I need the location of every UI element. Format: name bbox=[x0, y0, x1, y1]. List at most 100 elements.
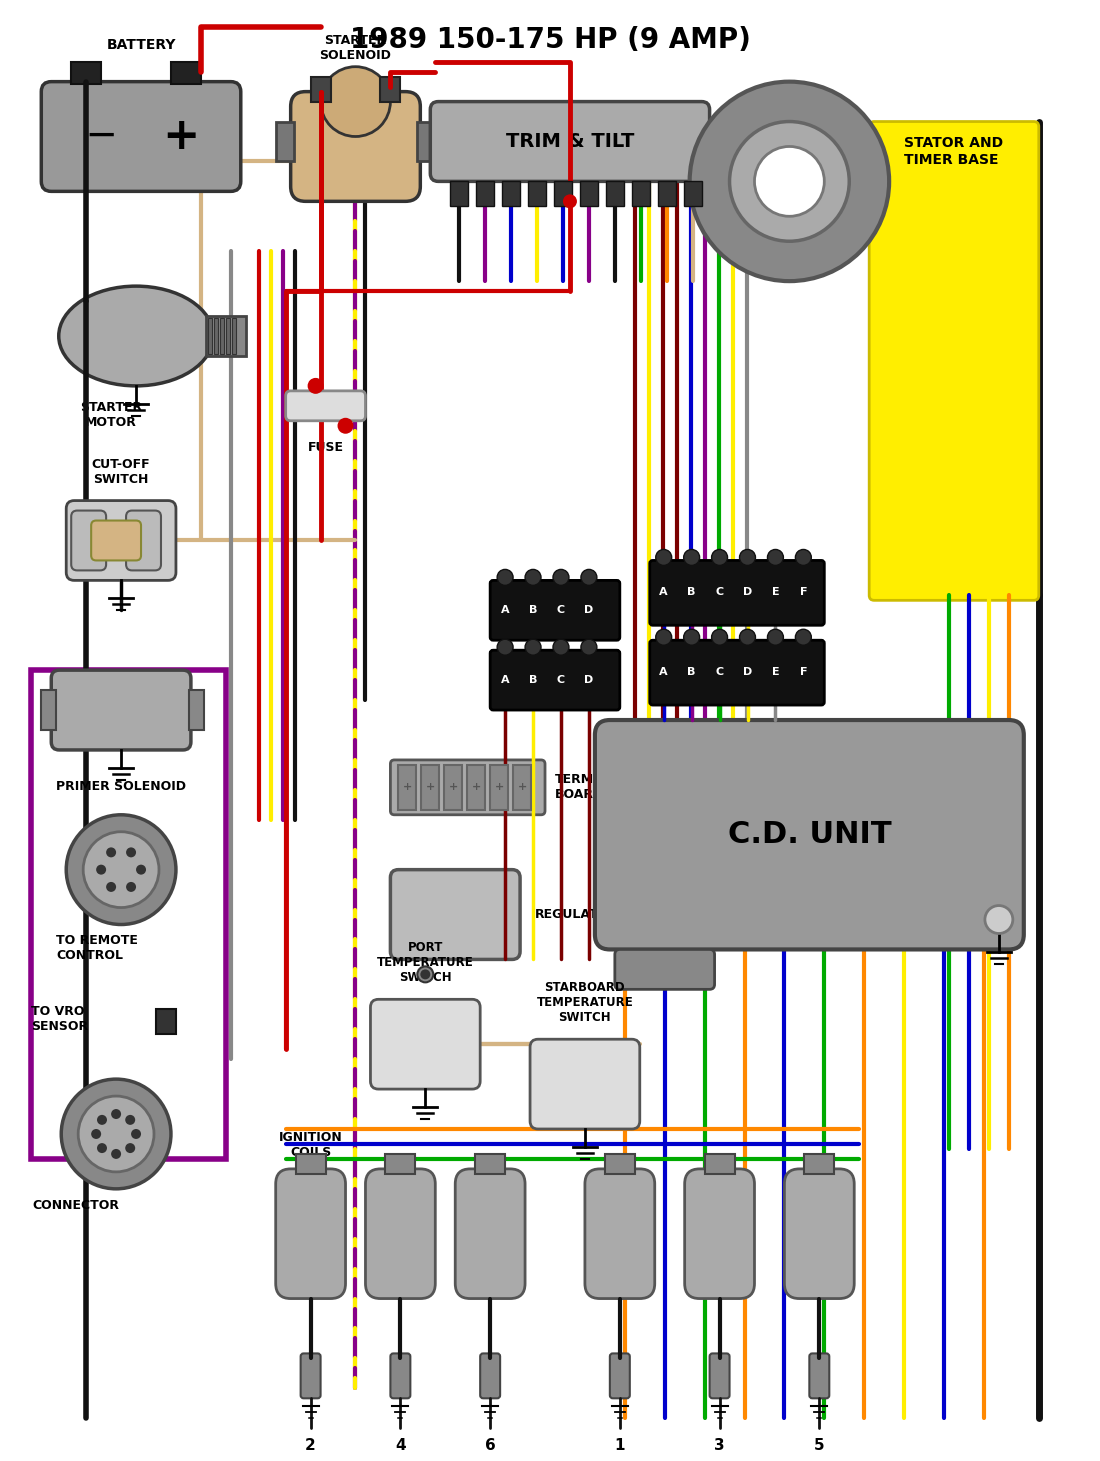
FancyBboxPatch shape bbox=[491, 650, 619, 710]
Circle shape bbox=[308, 378, 323, 394]
Text: C.D. UNIT: C.D. UNIT bbox=[727, 820, 891, 849]
Bar bbox=[232, 318, 235, 354]
Circle shape bbox=[712, 630, 727, 646]
Circle shape bbox=[581, 640, 597, 655]
Bar bbox=[491, 766, 508, 809]
Bar bbox=[605, 1154, 635, 1173]
Circle shape bbox=[795, 549, 812, 565]
Bar bbox=[444, 766, 462, 809]
Circle shape bbox=[106, 847, 117, 858]
Circle shape bbox=[66, 815, 176, 925]
Text: +: + bbox=[426, 782, 434, 792]
FancyBboxPatch shape bbox=[91, 520, 141, 561]
Text: C: C bbox=[557, 605, 565, 615]
Bar bbox=[417, 121, 436, 162]
Circle shape bbox=[320, 67, 390, 136]
Text: D: D bbox=[742, 587, 752, 598]
Bar bbox=[580, 181, 598, 206]
Circle shape bbox=[417, 966, 433, 982]
FancyBboxPatch shape bbox=[650, 640, 824, 706]
Circle shape bbox=[729, 121, 849, 241]
Circle shape bbox=[768, 549, 783, 565]
Text: B: B bbox=[529, 675, 537, 685]
Text: ─: ─ bbox=[89, 117, 113, 155]
Bar bbox=[804, 1154, 834, 1173]
FancyBboxPatch shape bbox=[286, 392, 365, 421]
Circle shape bbox=[111, 1109, 121, 1119]
Bar bbox=[502, 181, 520, 206]
Text: CONNECTOR: CONNECTOR bbox=[33, 1199, 120, 1211]
FancyBboxPatch shape bbox=[126, 510, 161, 570]
Bar bbox=[450, 181, 469, 206]
FancyBboxPatch shape bbox=[585, 1169, 654, 1299]
Circle shape bbox=[581, 570, 597, 586]
Text: STATOR AND
TIMER BASE: STATOR AND TIMER BASE bbox=[904, 136, 1003, 167]
Circle shape bbox=[684, 549, 700, 565]
Text: F: F bbox=[800, 587, 807, 598]
Bar bbox=[208, 318, 212, 354]
Text: D: D bbox=[584, 605, 594, 615]
Circle shape bbox=[553, 570, 569, 586]
Circle shape bbox=[525, 570, 541, 586]
Text: 2: 2 bbox=[305, 1438, 316, 1454]
Text: TRIM & TILT: TRIM & TILT bbox=[506, 131, 634, 150]
Circle shape bbox=[126, 882, 136, 891]
Circle shape bbox=[984, 906, 1013, 934]
Text: C: C bbox=[715, 587, 724, 598]
Text: PORT
TEMPERATURE
SWITCH: PORT TEMPERATURE SWITCH bbox=[377, 941, 474, 985]
FancyBboxPatch shape bbox=[530, 1039, 640, 1129]
FancyBboxPatch shape bbox=[390, 1353, 410, 1398]
Circle shape bbox=[497, 570, 513, 586]
Circle shape bbox=[97, 1143, 107, 1153]
Circle shape bbox=[563, 194, 576, 209]
Circle shape bbox=[497, 640, 513, 655]
Circle shape bbox=[136, 865, 146, 875]
Bar bbox=[468, 766, 485, 809]
Text: STARTER
SOLENOID: STARTER SOLENOID bbox=[320, 34, 392, 61]
Circle shape bbox=[125, 1115, 135, 1125]
Text: C: C bbox=[715, 668, 724, 676]
FancyBboxPatch shape bbox=[650, 561, 824, 625]
Circle shape bbox=[97, 1115, 107, 1125]
Circle shape bbox=[420, 970, 430, 979]
Text: C: C bbox=[557, 675, 565, 685]
Text: +: + bbox=[449, 782, 458, 792]
Circle shape bbox=[91, 1129, 101, 1140]
Text: FUSE: FUSE bbox=[308, 441, 343, 454]
Text: BATTERY: BATTERY bbox=[107, 38, 176, 51]
FancyBboxPatch shape bbox=[491, 580, 619, 640]
FancyBboxPatch shape bbox=[371, 999, 481, 1088]
Text: B: B bbox=[529, 605, 537, 615]
Bar bbox=[513, 766, 531, 809]
Bar bbox=[554, 181, 572, 206]
Text: E: E bbox=[771, 668, 779, 676]
FancyBboxPatch shape bbox=[66, 501, 176, 580]
Circle shape bbox=[690, 82, 889, 281]
Bar bbox=[310, 76, 331, 102]
Circle shape bbox=[768, 630, 783, 646]
Text: +: + bbox=[495, 782, 504, 792]
Text: PRIMER SOLENOID: PRIMER SOLENOID bbox=[56, 780, 186, 793]
Circle shape bbox=[795, 630, 812, 646]
Bar bbox=[476, 181, 494, 206]
FancyBboxPatch shape bbox=[430, 102, 710, 181]
FancyBboxPatch shape bbox=[390, 760, 544, 815]
FancyBboxPatch shape bbox=[810, 1353, 829, 1398]
Text: F: F bbox=[800, 668, 807, 676]
Bar bbox=[226, 318, 230, 354]
Bar bbox=[385, 1154, 416, 1173]
Text: TERMINAL
BOARD: TERMINAL BOARD bbox=[556, 773, 627, 801]
Ellipse shape bbox=[58, 286, 213, 386]
Text: A: A bbox=[500, 675, 509, 685]
Bar bbox=[528, 181, 546, 206]
Circle shape bbox=[553, 640, 569, 655]
Circle shape bbox=[126, 847, 136, 858]
Bar bbox=[381, 76, 400, 102]
FancyBboxPatch shape bbox=[684, 1169, 755, 1299]
Text: +: + bbox=[162, 115, 199, 158]
Circle shape bbox=[131, 1129, 141, 1140]
Circle shape bbox=[106, 882, 117, 891]
Bar bbox=[475, 1154, 505, 1173]
FancyBboxPatch shape bbox=[481, 1353, 500, 1398]
Text: 3: 3 bbox=[714, 1438, 725, 1454]
